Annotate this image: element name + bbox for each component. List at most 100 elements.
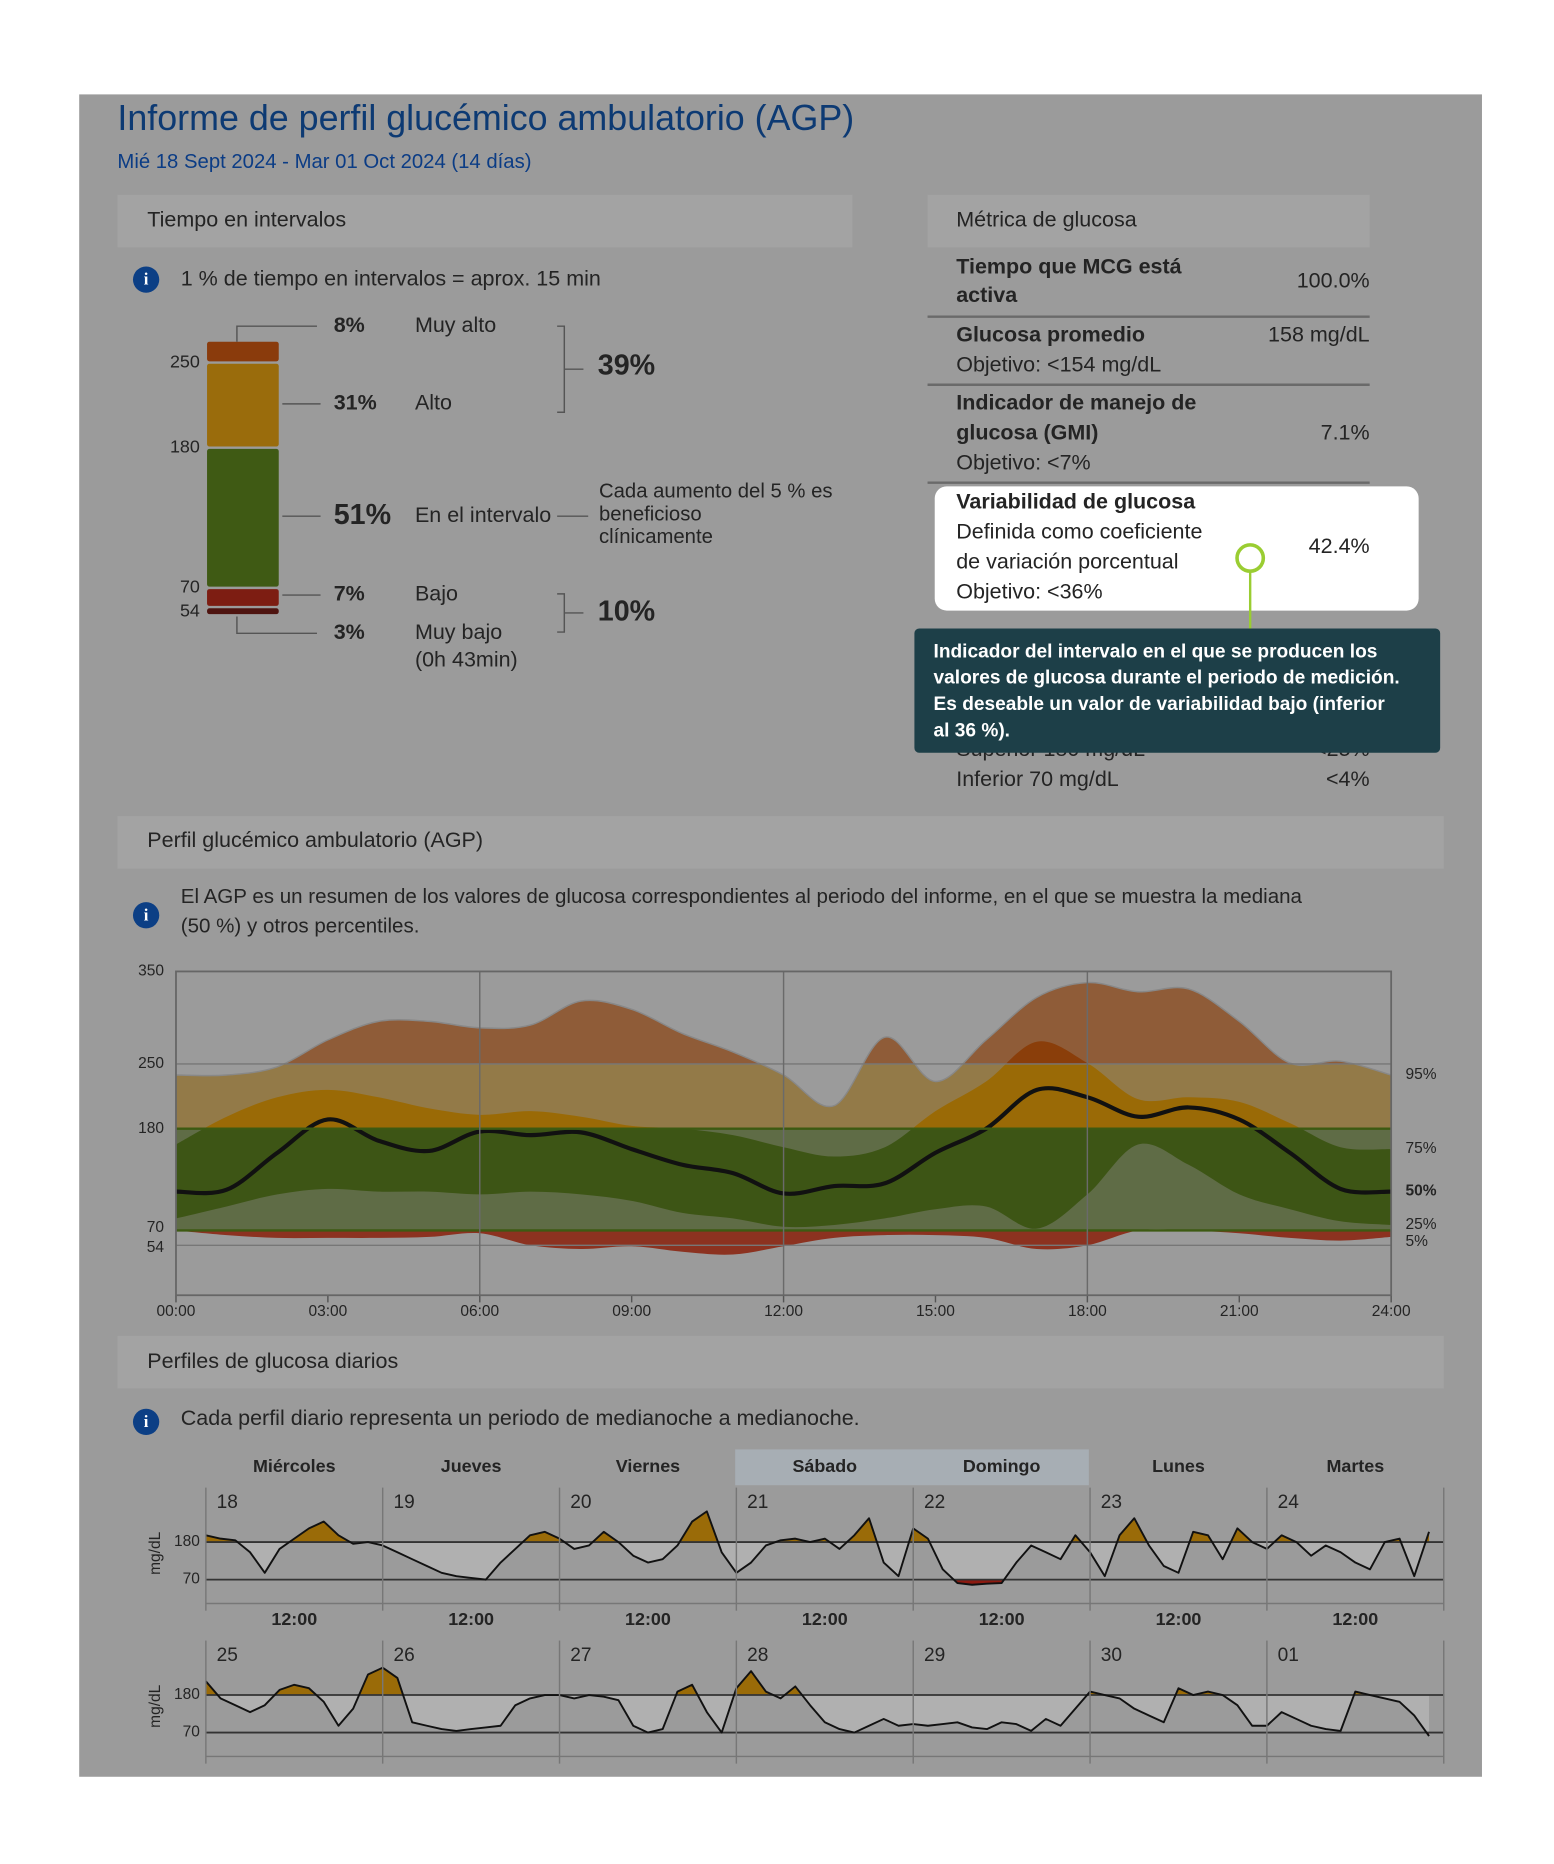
benefit-note: clínicamente	[599, 526, 713, 548]
section-heading: Perfiles de glucosa diarios	[147, 1349, 398, 1373]
section-header-bg	[117, 816, 1444, 869]
range-name: Muy alto	[415, 313, 496, 337]
legend-label: 95%	[1406, 1066, 1437, 1083]
metric-description: Definida como coeficiente	[956, 520, 1202, 544]
report-title: Informe de perfil glucémico ambulatorio …	[117, 98, 854, 138]
midday-label: 12:00	[979, 1609, 1025, 1629]
day-number: 25	[217, 1645, 238, 1666]
y-tick-label: 70	[183, 1724, 201, 1741]
metric-target: Objetivo: <36%	[956, 579, 1102, 603]
threshold-label: 250	[170, 351, 200, 371]
y-axis-label: mg/dL	[147, 1531, 164, 1574]
weekday-label: Viernes	[616, 1456, 680, 1476]
y-tick-label: 70	[183, 1571, 201, 1588]
info-text: (50 %) y otros percentiles.	[181, 915, 420, 938]
x-tick-label: 12:00	[764, 1303, 803, 1320]
metric-name: glucosa (GMI)	[956, 420, 1098, 444]
weekend-highlight	[735, 1449, 1089, 1486]
section-header-bg	[927, 194, 1370, 248]
x-tick-label: 24:00	[1372, 1303, 1411, 1320]
day-number: 24	[1278, 1492, 1300, 1513]
weekday-label: Domingo	[963, 1456, 1041, 1476]
daily-line	[205, 1510, 1430, 1586]
range-target-value: <4%	[1326, 767, 1370, 791]
threshold-label: 70	[180, 577, 200, 597]
range-name: Alto	[415, 391, 452, 415]
x-tick-label: 21:00	[1220, 1303, 1259, 1320]
bracket	[557, 593, 584, 633]
info-icon-glyph: i	[144, 270, 149, 289]
day-number: 18	[217, 1492, 238, 1513]
range-target-name: Inferior 70 mg/dL	[956, 767, 1119, 791]
x-tick-label: 03:00	[308, 1303, 347, 1320]
weekday-label: Lunes	[1152, 1456, 1205, 1476]
daily-area	[205, 1695, 1430, 1733]
info-icon-glyph: i	[144, 905, 149, 924]
plot-frame	[175, 970, 1393, 1297]
x-tick-label: 09:00	[612, 1303, 651, 1320]
midday-label: 12:00	[1332, 1609, 1378, 1629]
daily-area	[205, 1511, 1430, 1543]
band-edge	[175, 981, 1392, 1108]
daily-line	[205, 1666, 1430, 1737]
day-number: 23	[1101, 1492, 1122, 1513]
range-duration: (0h 43min)	[415, 647, 518, 671]
legend-label: 25%	[1406, 1216, 1437, 1233]
midday-label: 12:00	[802, 1609, 848, 1629]
tooltip-anchor	[1235, 543, 1266, 573]
y-tick-label: 180	[174, 1686, 200, 1703]
day-number: 22	[924, 1492, 945, 1513]
benefit-note: Cada aumento del 5 % es	[599, 481, 833, 503]
section-header-bg	[117, 1335, 1444, 1389]
weekday-label: Martes	[1326, 1456, 1384, 1476]
percentile-band-25-75	[203, 1063, 1302, 1129]
total-low: 10%	[598, 596, 655, 628]
weekday-label: Jueves	[441, 1456, 502, 1476]
tooltip-text: Indicador del intervalo en el que se pro…	[934, 641, 1378, 662]
threshold-label: 54	[180, 601, 200, 621]
midday-label: 12:00	[448, 1609, 494, 1629]
metric-value: 100.0%	[1297, 269, 1370, 293]
metric-description: de variación porcentual	[956, 549, 1178, 573]
range-name: En el intervalo	[415, 503, 551, 527]
metric-name: Indicador de manejo de	[956, 391, 1196, 415]
day-number: 28	[747, 1645, 768, 1666]
metric-target: Objetivo: <154 mg/dL	[956, 352, 1161, 376]
range-name: Muy bajo	[415, 620, 502, 644]
percentile-band-25-75	[1005, 1041, 1089, 1064]
midday-label: 12:00	[625, 1609, 671, 1629]
metric-target: Objetivo: <7%	[956, 450, 1090, 474]
range-percent: 8%	[334, 313, 365, 337]
metric-value: 7.1%	[1321, 420, 1370, 444]
highlight-box	[934, 486, 1419, 611]
metric-name: Variabilidad de glucosa	[956, 490, 1196, 514]
section-heading: Tiempo en intervalos	[147, 208, 346, 232]
info-icon-glyph: i	[144, 1412, 149, 1431]
day-number: 26	[393, 1645, 414, 1666]
metric-value: 42.4%	[1309, 534, 1370, 558]
x-tick-label: 00:00	[157, 1303, 196, 1320]
legend-label: 75%	[1406, 1140, 1437, 1157]
midday-label: 12:00	[271, 1609, 317, 1629]
weekday-label: Miércoles	[253, 1456, 336, 1476]
y-tick-label: 54	[147, 1239, 165, 1256]
benefit-note: beneficioso	[599, 503, 702, 525]
metric-name: Tiempo que MCG está	[956, 254, 1182, 278]
metric-name: Glucosa promedio	[956, 322, 1145, 346]
info-icon	[132, 1408, 160, 1436]
day-number: 21	[747, 1492, 768, 1513]
tooltip-text: Es deseable un valor de variabilidad baj…	[934, 694, 1386, 715]
range-percent: 31%	[334, 391, 377, 415]
range-segment	[207, 448, 279, 587]
range-segment	[207, 341, 279, 362]
day-number: 29	[924, 1645, 945, 1666]
day-number: 27	[570, 1645, 591, 1666]
y-tick-label: 180	[138, 1120, 164, 1137]
range-segment	[207, 608, 279, 615]
connector	[236, 325, 317, 342]
threshold-label: 180	[170, 436, 200, 456]
info-icon	[132, 902, 160, 929]
range-name: Bajo	[415, 582, 458, 606]
range-percent: 3%	[334, 620, 365, 644]
